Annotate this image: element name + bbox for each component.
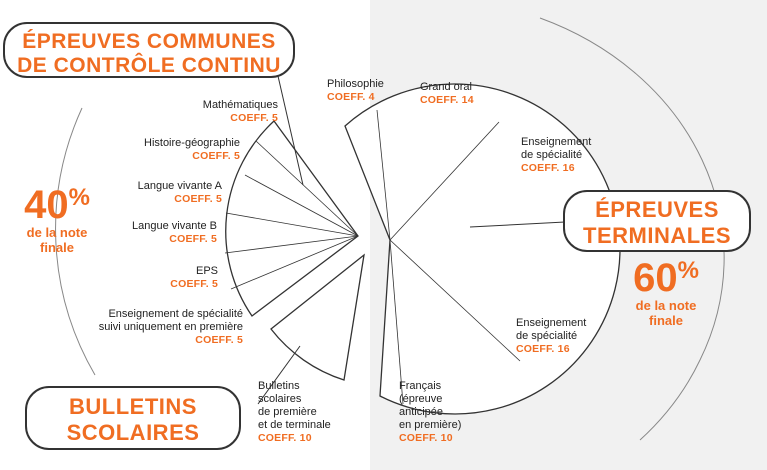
left-pie-group: [224, 120, 359, 317]
label-eps: EPS COEFF. 5: [170, 265, 218, 290]
label-langue-b: Langue vivante B COEFF. 5: [131, 220, 217, 245]
label-mathematiques: Mathématiques COEFF. 5: [202, 99, 278, 124]
wedge-line-5: [230, 235, 359, 290]
wedge-line-grand-oral: [389, 121, 500, 241]
wedge-line-1: [255, 140, 359, 237]
wedge-line-3: [225, 212, 359, 237]
wedge-line-spe1: [389, 239, 521, 362]
box-bulletins: BULLETINS SCOLAIRES: [25, 386, 241, 450]
box-terminales: ÉPREUVES TERMINALES: [563, 190, 751, 252]
wedge-line-spe2: [389, 239, 404, 405]
label-francais: Français (épreuve anticipée en première)…: [399, 380, 462, 444]
label-langue-a: Langue vivante A COEFF. 5: [137, 180, 222, 205]
label-spe-premiere: Enseignement de spécialité suivi uniquem…: [98, 308, 243, 346]
label-specialite-2: Enseignement de spécialité COEFF. 16: [516, 317, 587, 355]
wedge-line-4: [224, 235, 359, 254]
label-bulletins: Bulletins scolaires de première et de te…: [258, 380, 331, 444]
bulletins-wedge: [270, 253, 365, 381]
label-grand-oral: Grand oral COEFF. 14: [420, 81, 474, 106]
label-philosophie: Philosophie COEFF. 4: [327, 78, 384, 103]
label-histoire-geo: Histoire-géographie COEFF. 5: [144, 137, 240, 162]
left-outer-arc: [55, 107, 96, 376]
label-specialite-1: Enseignement de spécialité COEFF. 16: [521, 136, 592, 174]
wedge-line-philo: [376, 109, 391, 241]
box-controle-continu: ÉPREUVES COMMUNES DE CONTRÔLE CONTINU: [3, 22, 295, 78]
right-pie-group: [344, 83, 621, 415]
left-pie-outline: [225, 120, 359, 317]
pointer-lines: [257, 75, 566, 405]
left-percentage: 40% de la note finale: [24, 183, 90, 256]
wedge-line-2: [244, 174, 359, 237]
right-percentage: 60% de la note finale: [633, 256, 699, 329]
